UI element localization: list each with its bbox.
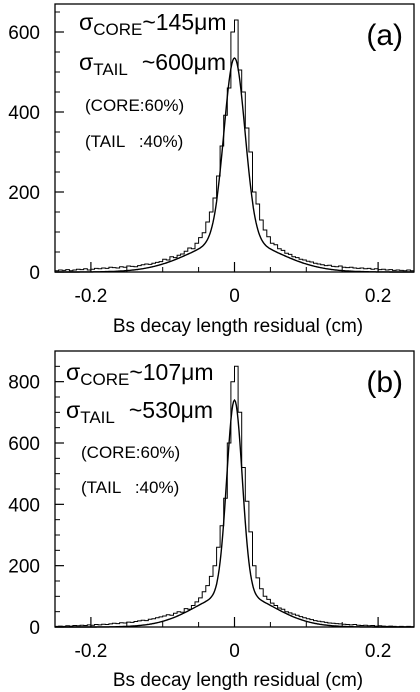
core-sigma-value-a: ~145μm <box>142 9 226 35</box>
tail-sigma-sub-a: TAIL <box>93 60 128 79</box>
histogram-a <box>54 19 415 272</box>
core-sigma-sub-b: CORE <box>80 370 129 389</box>
core-sigma-a: σCORE~145μm <box>79 9 227 39</box>
y-tick-label-b: 600 <box>8 434 40 455</box>
tail-sigma-value-a: ~600μm <box>142 49 226 75</box>
tail-sigma-b: σTAIL ~530μm <box>66 397 213 427</box>
y-tick-label-a: 0 <box>29 263 40 284</box>
y-tick-label-a: 200 <box>8 183 40 204</box>
tail-sigma-sub-b: TAIL <box>80 408 115 427</box>
y-tick-label-b: 0 <box>29 618 40 639</box>
core-sigma-symbol-a: σ <box>79 9 93 35</box>
y-tick-label-b: 200 <box>8 557 40 578</box>
panel-label-b: (b) <box>366 366 403 399</box>
x-tick-label-a: 0.2 <box>365 286 391 307</box>
x-axis-label-a: Bs decay length residual (cm) <box>113 316 363 337</box>
y-tick-label-a: 600 <box>8 23 40 44</box>
core-fraction-a: (CORE:60%) <box>85 96 184 115</box>
x-ticks-a: -0.2 0 0.2 <box>54 262 415 307</box>
x-tick-label-b: -0.2 <box>75 641 108 662</box>
x-tick-label-b: 0.2 <box>365 641 391 662</box>
core-sigma-sub-a: CORE <box>93 20 142 39</box>
fit-curve-a <box>55 57 414 273</box>
y-tick-label-a: 400 <box>8 103 40 124</box>
histogram-b <box>54 365 415 628</box>
core-sigma-value-b: ~107μm <box>129 359 213 385</box>
core-sigma-b: σCORE~107μm <box>66 359 214 389</box>
tail-fraction-b: (TAIL :40%) <box>81 478 179 497</box>
core-fraction-b: (CORE:60%) <box>81 443 180 462</box>
tail-sigma-symbol-a: σ <box>79 49 93 75</box>
x-tick-label-b: 0 <box>229 641 240 662</box>
y-tick-label-b: 400 <box>8 495 40 516</box>
x-tick-label-a: -0.2 <box>75 286 108 307</box>
x-axis-label-b: Bs decay length residual (cm) <box>113 670 363 691</box>
y-ticks-a: 0 200 400 600 <box>8 11 64 284</box>
x-tick-label-a: 0 <box>229 286 240 307</box>
y-ticks-b: 0 200 400 600 800 <box>8 350 64 639</box>
core-sigma-symbol-b: σ <box>66 359 80 385</box>
fit-curve-b <box>55 398 414 628</box>
x-ticks-b: -0.2 0 0.2 <box>54 617 415 662</box>
panel-label-a: (a) <box>366 19 403 52</box>
tail-sigma-value-b: ~530μm <box>129 397 213 423</box>
tail-fraction-a: (TAIL :40%) <box>85 132 183 151</box>
tail-sigma-symbol-b: σ <box>66 397 80 423</box>
y-tick-label-b: 800 <box>8 373 40 394</box>
tail-sigma-a: σTAIL ~600μm <box>79 49 226 79</box>
